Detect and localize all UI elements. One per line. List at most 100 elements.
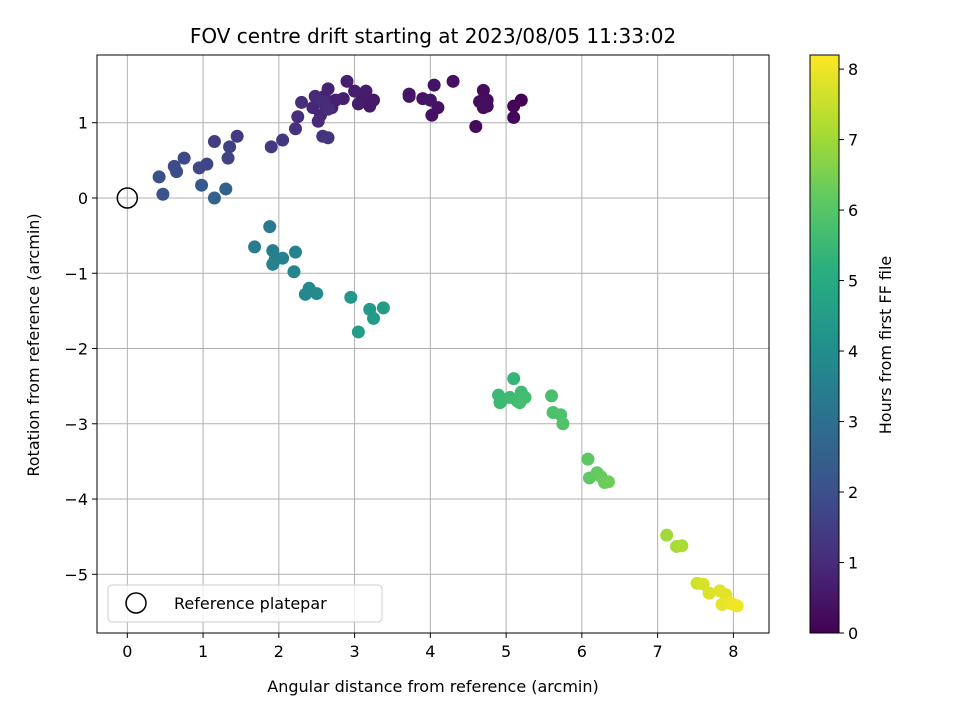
- data-point: [321, 102, 335, 116]
- x-axis-ticks: 0 1 2 3 4 5 6 7 8: [122, 633, 738, 661]
- data-point: [425, 108, 439, 122]
- y-tick-label: −1: [64, 264, 88, 283]
- data-point: [545, 389, 559, 403]
- data-point: [556, 417, 570, 431]
- chart-title: FOV centre drift starting at 2023/08/05 …: [190, 24, 676, 48]
- data-point: [351, 97, 365, 111]
- y-tick-label: 1: [78, 114, 88, 133]
- data-point: [288, 245, 302, 259]
- data-point: [152, 170, 166, 184]
- data-point: [507, 372, 521, 386]
- colorbar-label: Hours from first FF file: [876, 256, 895, 435]
- data-point: [288, 122, 302, 136]
- data-point: [177, 151, 191, 165]
- y-tick-label: −4: [64, 490, 88, 509]
- reference-marker-layer: [116, 187, 139, 209]
- colorbar-tick-label: 4: [848, 342, 858, 361]
- data-point: [476, 83, 490, 97]
- data-point: [170, 165, 184, 179]
- colorbar-tick-label: 3: [848, 413, 858, 432]
- y-axis-ticks: −5 −4 −3 −2 −1 0 1: [64, 114, 97, 584]
- data-point: [266, 257, 280, 271]
- data-point: [287, 265, 301, 279]
- legend: Reference platepar: [107, 584, 383, 623]
- x-tick-label: 3: [349, 642, 359, 661]
- data-point: [295, 95, 309, 109]
- data-point: [310, 287, 324, 301]
- data-point: [248, 240, 262, 254]
- data-point: [207, 135, 221, 149]
- colorbar-tick-label: 6: [848, 201, 858, 220]
- data-point: [513, 396, 527, 410]
- data-point: [476, 101, 490, 115]
- data-point: [311, 114, 325, 128]
- data-point: [660, 528, 674, 542]
- data-point: [581, 452, 595, 466]
- y-tick-label: 0: [78, 189, 88, 208]
- data-point: [702, 586, 716, 600]
- data-point: [263, 220, 277, 234]
- colorbar-gradient: [810, 55, 839, 633]
- x-tick-label: 6: [577, 642, 587, 661]
- legend-marker: [125, 592, 147, 614]
- x-tick-label: 1: [198, 642, 208, 661]
- x-tick-label: 0: [122, 642, 132, 661]
- colorbar: 0 1 2 3 4 5 6 7 8 Hours from first FF file: [809, 54, 895, 643]
- legend-box: [107, 584, 383, 623]
- data-point: [230, 129, 244, 143]
- data-points: [152, 74, 744, 613]
- data-point: [446, 74, 460, 88]
- data-point: [376, 301, 390, 315]
- data-point: [219, 182, 233, 196]
- data-point: [264, 140, 278, 154]
- colorbar-tick-label: 0: [848, 624, 858, 643]
- data-point: [223, 140, 237, 154]
- colorbar-ticks: 0 1 2 3 4 5 6 7 8: [839, 60, 858, 643]
- y-tick-label: −3: [64, 415, 88, 434]
- x-axis-label: Angular distance from reference (arcmin): [267, 677, 598, 696]
- data-point: [348, 84, 362, 98]
- y-tick-label: −5: [64, 565, 88, 584]
- x-tick-label: 8: [728, 642, 738, 661]
- data-point: [321, 131, 335, 145]
- data-point: [507, 99, 521, 113]
- data-point: [423, 93, 437, 107]
- colorbar-tick-label: 5: [848, 272, 858, 291]
- data-point: [195, 178, 209, 192]
- data-point: [469, 119, 483, 133]
- data-point: [351, 325, 365, 339]
- colorbar-tick-label: 1: [848, 554, 858, 573]
- plot-frame: [96, 54, 770, 634]
- y-axis-label: Rotation from reference (arcmin): [24, 213, 43, 476]
- x-tick-label: 4: [425, 642, 435, 661]
- data-point: [507, 110, 521, 124]
- grid-lines: [97, 55, 769, 633]
- colorbar-tick-label: 2: [848, 483, 858, 502]
- data-point: [363, 99, 377, 113]
- colorbar-tick-label: 7: [848, 131, 858, 150]
- data-point: [192, 161, 206, 175]
- data-point: [726, 597, 740, 611]
- data-point: [291, 110, 305, 124]
- x-tick-label: 5: [501, 642, 511, 661]
- data-point: [675, 539, 689, 553]
- data-point: [156, 187, 170, 201]
- data-point: [601, 475, 615, 489]
- x-tick-label: 7: [653, 642, 663, 661]
- colorbar-frame: [809, 54, 840, 634]
- data-point: [221, 151, 235, 165]
- colorbar-tick-label: 8: [848, 60, 858, 79]
- legend-label: Reference platepar: [174, 594, 327, 613]
- data-point: [367, 311, 381, 325]
- data-point: [427, 78, 441, 92]
- x-tick-label: 2: [274, 642, 284, 661]
- data-point: [340, 74, 354, 88]
- data-point: [344, 290, 358, 304]
- data-point: [276, 251, 290, 265]
- data-point: [298, 287, 312, 301]
- data-point: [276, 133, 290, 147]
- data-point: [359, 84, 373, 98]
- data-point: [207, 191, 221, 205]
- data-point: [402, 87, 416, 101]
